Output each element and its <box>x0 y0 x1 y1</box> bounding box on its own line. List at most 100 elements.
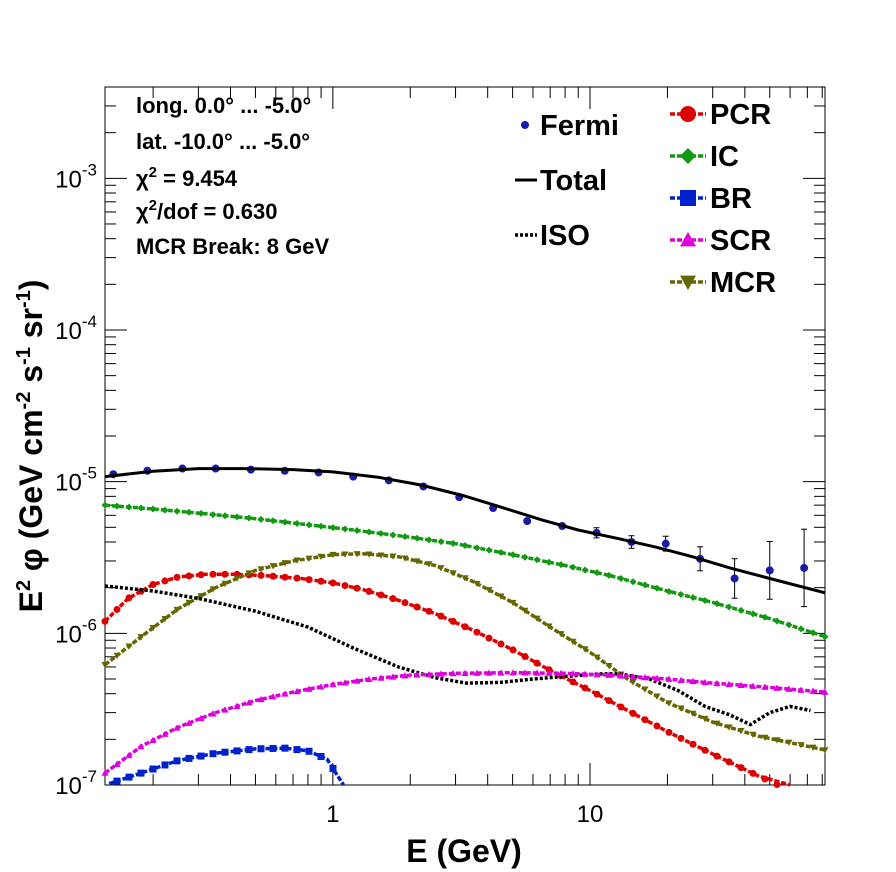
series-marker-mcr <box>581 646 589 653</box>
series-marker-scr <box>293 687 301 695</box>
data-point-fermi <box>765 566 774 575</box>
series-marker-mcr <box>161 615 169 623</box>
series-marker-mcr <box>269 563 277 570</box>
series-marker-scr <box>641 673 649 681</box>
series-marker-mcr <box>425 561 433 568</box>
series-marker-mcr <box>365 551 373 558</box>
series-marker-scr <box>785 685 793 692</box>
series-marker-scr <box>533 669 541 676</box>
series-marker-scr <box>497 669 505 676</box>
series-marker-ic <box>377 530 385 538</box>
series-marker-scr <box>221 706 229 713</box>
legend-swatch <box>680 232 696 247</box>
series-marker-pcr <box>629 709 637 717</box>
series-marker-mcr <box>749 731 757 739</box>
series-marker-br <box>197 752 205 760</box>
data-point-fermi <box>730 574 739 583</box>
series-marker-pcr <box>569 678 577 686</box>
series-marker-ic <box>605 571 613 579</box>
series-marker-mcr <box>545 623 553 630</box>
series-marker-scr <box>653 674 661 682</box>
legend-item-iso: ISO <box>515 220 590 252</box>
legend-item-mcr: MCR <box>670 267 776 299</box>
series-marker-mcr <box>461 575 469 582</box>
series-marker-mcr <box>209 586 217 593</box>
series-marker-pcr <box>377 591 385 599</box>
series-marker-scr <box>581 670 589 677</box>
series-marker-pcr <box>329 579 337 587</box>
series-marker-scr <box>677 676 685 684</box>
series-marker-scr <box>701 678 709 686</box>
series-marker-mcr <box>281 560 289 567</box>
series-marker-pcr <box>365 587 373 595</box>
series-marker-pcr <box>761 775 769 783</box>
series-marker-scr <box>617 672 625 679</box>
series-marker-ic <box>593 569 601 577</box>
series-marker-scr <box>389 673 397 680</box>
series-marker-ic <box>713 600 721 608</box>
series-marker-pcr <box>701 746 709 754</box>
series-marker-ic <box>161 506 169 514</box>
legend-item-scr: SCR <box>670 225 771 257</box>
series-marker-pcr <box>209 570 217 578</box>
series-marker-ic <box>281 518 289 526</box>
series-marker-ic <box>449 539 457 547</box>
series-marker-pcr <box>689 740 697 748</box>
series-marker-mcr <box>449 570 457 577</box>
series-marker-mcr <box>329 551 337 559</box>
series-marker-br <box>233 747 241 755</box>
series-marker-mcr <box>677 705 685 712</box>
series-marker-scr <box>521 669 529 676</box>
series-marker-ic <box>617 575 625 583</box>
series-marker-ic <box>797 625 805 633</box>
series-marker-pcr <box>713 752 721 760</box>
x-tick-label: 1 <box>326 801 339 828</box>
series-marker-pcr <box>317 577 325 585</box>
series-marker-mcr <box>473 580 481 588</box>
annotation-chi2: χ2 = 9.454 <box>136 164 238 191</box>
series-marker-ic <box>269 517 277 525</box>
series-marker-ic <box>329 524 337 532</box>
series-marker-scr <box>401 672 409 679</box>
series-marker-ic <box>221 512 229 520</box>
series-marker-ic <box>425 536 433 544</box>
series-marker-ic <box>245 514 253 522</box>
series-marker-scr <box>365 675 373 682</box>
series-marker-pcr <box>101 617 109 625</box>
series-marker-scr <box>173 724 181 731</box>
series-marker-mcr <box>821 747 829 754</box>
series-marker-scr <box>329 680 337 688</box>
series-marker-scr <box>689 677 697 685</box>
y-tick-label: 10-6 <box>55 615 97 648</box>
series-marker-scr <box>473 669 481 676</box>
series-fermi <box>109 464 809 608</box>
series-marker-ic <box>545 558 553 566</box>
series-marker-mcr <box>185 599 193 607</box>
series-marker-pcr <box>125 594 133 602</box>
series-marker-pcr <box>185 572 193 580</box>
series-marker-ic <box>749 610 757 618</box>
series-marker-pcr <box>725 758 733 766</box>
series-marker-ic <box>401 533 409 541</box>
series-marker-scr <box>425 670 433 678</box>
legend-item-ic: IC <box>670 141 739 173</box>
series-marker-mcr <box>785 739 793 746</box>
series-marker-scr <box>353 677 361 684</box>
series-marker-scr <box>341 679 349 686</box>
series-marker-scr <box>569 670 577 677</box>
series-marker-pcr <box>737 764 745 772</box>
series-marker-ic <box>101 501 109 509</box>
series-marker-scr <box>125 751 133 759</box>
data-point-fermi <box>661 539 670 548</box>
series-marker-mcr <box>245 570 253 577</box>
series-marker-mcr <box>377 552 385 559</box>
series-marker-pcr <box>497 640 505 648</box>
series-marker-ic <box>389 531 397 539</box>
series-marker-scr <box>509 669 517 676</box>
series-marker-br <box>317 753 325 761</box>
series-marker-br <box>209 750 217 758</box>
series-marker-scr <box>797 686 805 693</box>
series-marker-ic <box>497 548 505 556</box>
series-marker-ic <box>773 617 781 625</box>
series-marker-mcr <box>557 631 565 638</box>
